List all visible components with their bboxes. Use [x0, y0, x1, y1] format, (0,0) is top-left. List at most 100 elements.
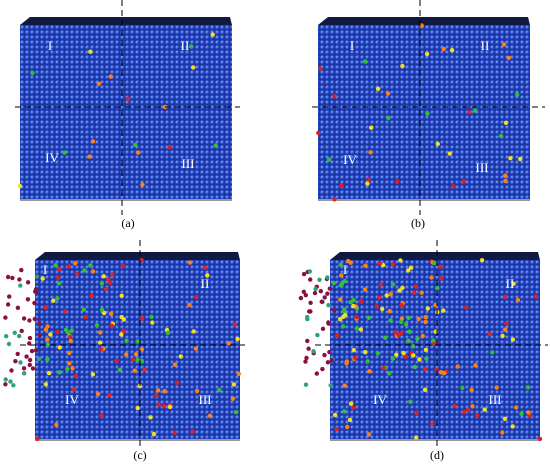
quadrant-label: I — [350, 38, 354, 53]
crack-particle — [167, 145, 173, 150]
ejected-particle — [315, 332, 320, 338]
crack-particle — [359, 299, 364, 304]
crack-particle — [342, 383, 347, 388]
crack-particle — [363, 263, 368, 268]
crack-particle — [502, 294, 508, 300]
crack-particle — [162, 389, 167, 394]
ejected-particle — [303, 382, 309, 387]
crack-particle — [119, 293, 124, 298]
crack-particle — [354, 315, 359, 320]
crack-particle — [416, 316, 421, 322]
crack-particle — [210, 32, 215, 37]
crack-particle — [67, 361, 72, 366]
crack-particle — [90, 139, 96, 144]
crack-particle — [413, 284, 418, 289]
crack-particle — [178, 354, 183, 359]
crack-particle — [515, 92, 520, 97]
crack-particle — [504, 321, 509, 326]
ejected-particle — [27, 341, 32, 346]
crack-particle — [190, 429, 195, 434]
crack-particle — [378, 282, 384, 287]
quadrant-label: II — [181, 38, 190, 53]
ejected-particle — [301, 289, 306, 294]
crack-particle — [526, 410, 531, 415]
crack-particle — [528, 413, 533, 418]
crack-particle — [441, 46, 446, 52]
crack-particle — [511, 281, 516, 286]
crack-particle — [439, 276, 444, 281]
crack-particle — [121, 328, 127, 334]
ejected-particle — [303, 293, 308, 298]
ejected-particle — [7, 294, 12, 299]
crack-particle — [202, 265, 208, 270]
crack-particle — [45, 357, 50, 362]
crack-particle — [470, 404, 475, 409]
crack-particle — [388, 318, 393, 323]
crack-particle — [452, 404, 457, 409]
crack-particle — [167, 404, 173, 410]
crack-particle — [135, 339, 140, 344]
crack-particle — [154, 393, 159, 398]
crack-particle — [69, 328, 74, 333]
crack-particle — [108, 280, 113, 285]
crack-particle — [407, 329, 412, 334]
ejected-particle — [17, 333, 22, 339]
crack-particle — [98, 330, 103, 335]
crack-particle — [415, 336, 420, 341]
crack-particle — [124, 352, 129, 357]
ejected-particle — [10, 275, 15, 281]
ejected-particle — [21, 316, 27, 321]
cube-top — [318, 17, 530, 25]
crack-particle — [368, 150, 373, 155]
ejected-particle — [24, 354, 29, 359]
crack-particle — [525, 385, 531, 390]
crack-particle — [362, 287, 368, 292]
crack-particle — [455, 364, 460, 369]
crack-particle — [533, 294, 539, 299]
crack-particle — [165, 330, 171, 335]
crack-particle — [53, 263, 58, 268]
crack-particle — [338, 262, 343, 267]
quadrant-label: II — [481, 38, 490, 53]
crack-particle — [137, 383, 142, 389]
crack-particle — [408, 265, 414, 270]
crack-particle — [95, 391, 101, 397]
quadrant-label: IV — [45, 150, 59, 165]
crack-particle — [108, 311, 114, 316]
crack-particle — [338, 297, 343, 302]
crack-particle — [399, 303, 404, 308]
crack-particle — [469, 387, 474, 393]
quadrant-label: I — [48, 38, 52, 53]
crack-particle — [400, 285, 405, 290]
crack-particle — [73, 373, 79, 379]
crack-particle — [414, 435, 419, 440]
ejected-particle — [3, 377, 8, 382]
crack-particle — [205, 273, 210, 278]
crack-particle — [433, 302, 438, 308]
crack-particle — [500, 333, 505, 339]
crack-particle — [71, 387, 77, 392]
panel-caption: (c) — [133, 448, 146, 462]
ejected-particle — [11, 383, 16, 388]
crack-particle — [106, 277, 111, 282]
crack-particle — [386, 115, 391, 121]
crack-particle — [45, 342, 51, 347]
quadrant-label: III — [182, 156, 195, 171]
crack-particle — [326, 157, 332, 162]
crack-particle — [412, 290, 417, 295]
crack-particle — [396, 332, 401, 337]
ejected-particle — [298, 295, 304, 301]
crack-particle — [48, 332, 53, 337]
crack-particle — [435, 141, 440, 147]
ejected-particle — [305, 338, 310, 344]
cube-top — [20, 17, 232, 25]
crack-particle — [410, 344, 416, 349]
quadrant-label: III — [476, 160, 489, 175]
crack-particle — [424, 356, 429, 361]
crack-particle — [68, 334, 73, 339]
crack-particle — [334, 427, 339, 432]
crack-particle — [90, 269, 96, 274]
ejected-particle — [308, 277, 313, 282]
crack-particle — [233, 410, 239, 415]
